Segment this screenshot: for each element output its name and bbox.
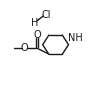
Text: O: O <box>20 43 28 53</box>
Text: H: H <box>31 18 38 28</box>
Text: NH: NH <box>68 33 83 43</box>
Text: O: O <box>33 30 41 40</box>
Text: Cl: Cl <box>41 10 51 20</box>
